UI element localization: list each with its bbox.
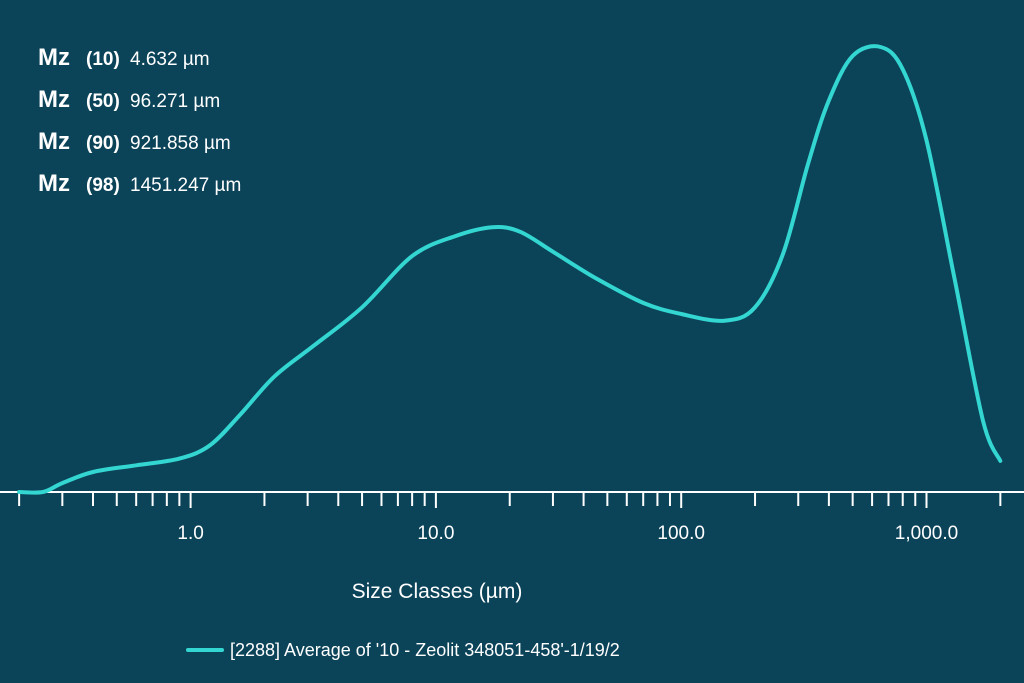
- legend-line-swatch: [186, 648, 224, 652]
- stat-value: 4.632 µm: [130, 49, 210, 70]
- stat-percentile: (98): [86, 175, 120, 196]
- stat-row-mz50: Mz (50) 96.271 µm: [38, 86, 241, 128]
- x-tick-label: 100.0: [657, 523, 705, 544]
- legend[interactable]: [2288] Average of '10 - Zeolit 348051-45…: [186, 637, 706, 663]
- stat-label: Mz: [38, 170, 70, 197]
- stat-label: Mz: [38, 44, 70, 71]
- stat-percentile: (10): [86, 49, 120, 70]
- distribution-curve: [17, 44, 1003, 495]
- x-tick-label: 1.0: [177, 523, 203, 544]
- stat-percentile: (90): [86, 133, 120, 154]
- stat-label: Mz: [38, 86, 70, 113]
- legend-entry-label: [2288] Average of '10 - Zeolit 348051-45…: [230, 639, 620, 660]
- stat-row-mz90: Mz (90) 921.858 µm: [38, 128, 241, 170]
- statistics-panel: Mz (10) 4.632 µm Mz (50) 96.271 µm Mz (9…: [38, 44, 241, 212]
- stat-row-mz10: Mz (10) 4.632 µm: [38, 44, 241, 86]
- stat-value: 1451.247 µm: [130, 175, 242, 196]
- x-tick-label: 10.0: [417, 523, 454, 544]
- x-axis-label: Size Classes (µm): [351, 580, 523, 603]
- stat-row-mz98: Mz (98) 1451.247 µm: [38, 170, 241, 212]
- x-tick-label: 1,000.0: [895, 523, 958, 544]
- stat-value: 96.271 µm: [130, 91, 221, 112]
- stat-label: Mz: [38, 128, 70, 155]
- stat-percentile: (50): [86, 91, 120, 112]
- stat-value: 921.858 µm: [130, 133, 231, 154]
